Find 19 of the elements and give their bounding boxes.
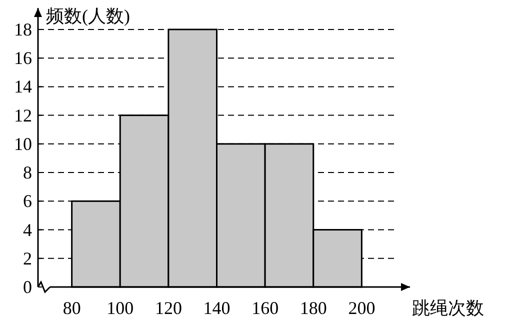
y-tick-label: 2: [23, 248, 32, 268]
y-tick-label: 4: [23, 220, 32, 240]
y-tick-label: 18: [14, 19, 32, 40]
x-tick-label: 100: [106, 298, 134, 318]
x-tick-label: 80: [62, 298, 81, 318]
y-axis-title: 频数(人数): [46, 6, 130, 26]
y-tick-label: 0: [23, 277, 32, 297]
x-tick-label: 200: [348, 298, 376, 318]
x-tick-label: 180: [300, 298, 327, 318]
y-tick-label: 14: [14, 76, 32, 97]
y-tick-label: 8: [23, 162, 32, 183]
x-axis-title: 跳绳次数: [412, 298, 484, 318]
y-tick-label: 10: [14, 134, 32, 154]
x-tick-label: 120: [154, 298, 182, 318]
y-tick-label: 6: [23, 191, 32, 212]
y-tick-label: 16: [14, 48, 32, 68]
y-tick-label: 12: [14, 105, 32, 126]
x-tick-label: 160: [252, 298, 279, 318]
x-tick-label: 140: [203, 298, 230, 318]
